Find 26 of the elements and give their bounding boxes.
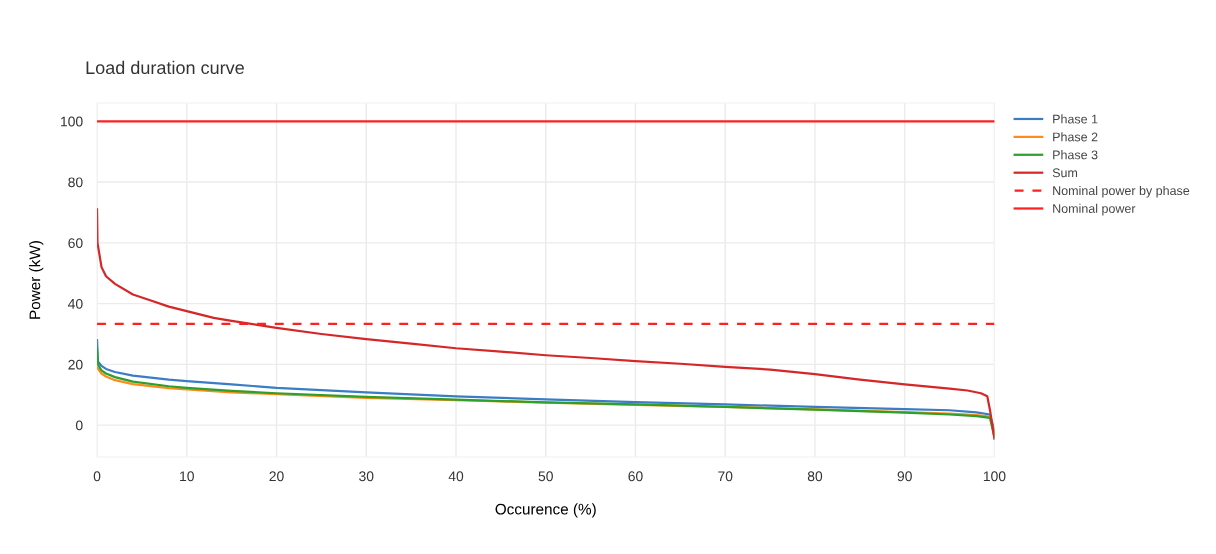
y-tick-label: 100 [61, 116, 83, 127]
y-tick-label: 40 [68, 298, 83, 309]
legend-label: Nominal power [1053, 203, 1136, 216]
x-tick-label: 30 [359, 471, 374, 482]
x-tick-label: 60 [628, 471, 643, 482]
x-tick-label: 100 [983, 471, 1006, 482]
y-tick-label: 20 [68, 359, 83, 370]
chart-title: Load duration curve [86, 60, 244, 75]
legend-label: Sum [1052, 168, 1078, 178]
y-tick-label: 80 [68, 177, 83, 188]
legend-label: Phase 1 [1053, 114, 1098, 124]
x-tick-label: 40 [448, 471, 464, 482]
x-tick-label: 90 [897, 471, 912, 482]
legend-label: Nominal power by phase [1053, 185, 1190, 198]
x-tick-label: 70 [718, 471, 733, 482]
y-tick-label: 60 [68, 238, 83, 248]
x-tick-label: 80 [807, 471, 823, 482]
y-axis-title: Power (kW) [29, 241, 44, 319]
x-axis-title: Occurence (%) [495, 503, 596, 518]
y-tick-label: 0 [75, 420, 83, 431]
legend-label: Phase 3 [1053, 150, 1098, 160]
legend-label: Phase 2 [1053, 132, 1098, 142]
x-tick-label: 20 [269, 471, 284, 482]
x-tick-label: 50 [538, 471, 553, 482]
x-tick-label: 10 [180, 471, 194, 482]
x-tick-label: 0 [93, 471, 101, 482]
